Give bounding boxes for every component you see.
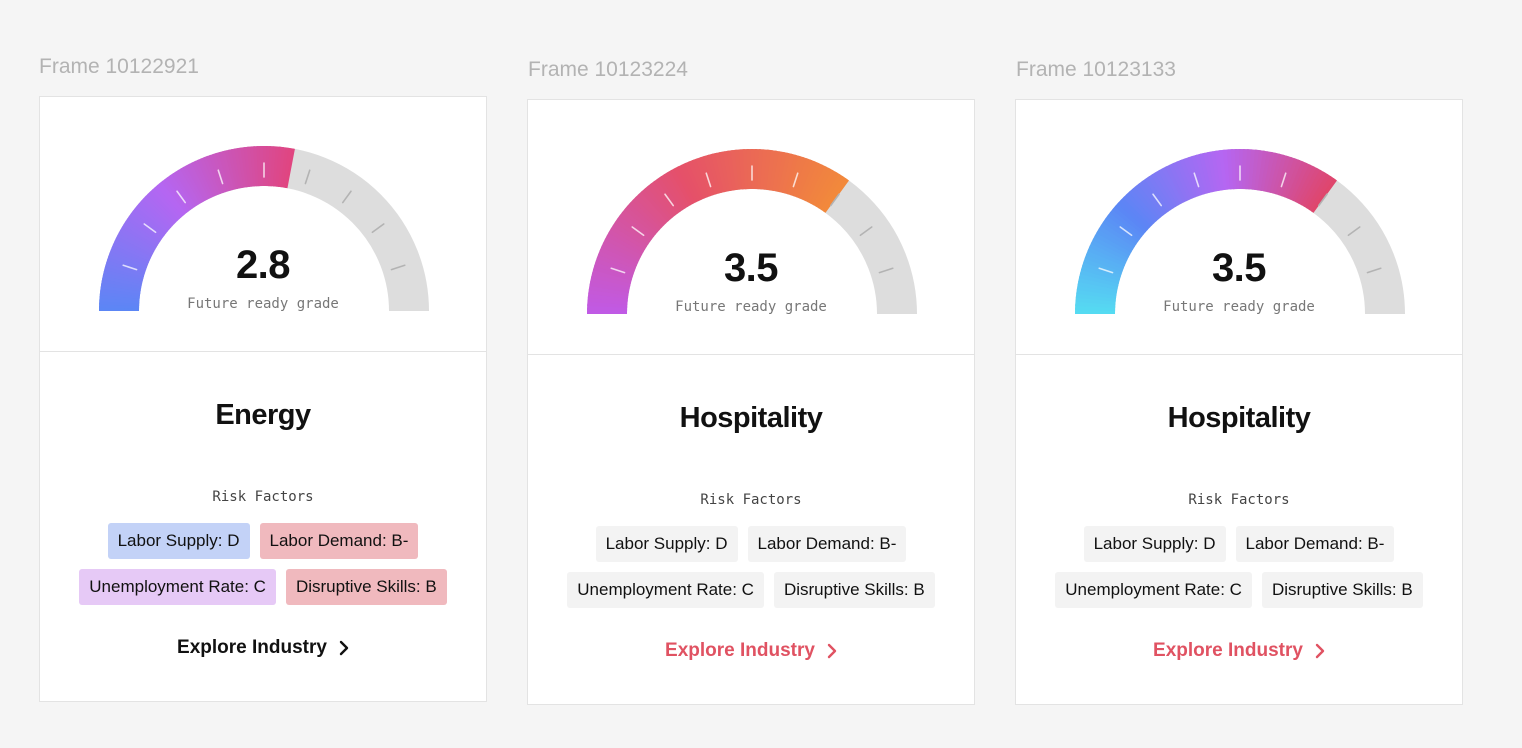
- gauge-panel: 3.5 Future ready grade: [1016, 100, 1462, 355]
- chip-labor-supply: Labor Supply: D: [107, 523, 250, 559]
- frame-label-1: Frame 10122921: [39, 55, 199, 78]
- grade-caption: Future ready grade: [1163, 299, 1315, 315]
- explore-industry-link[interactable]: Explore Industry: [40, 637, 486, 659]
- risk-chips-row-1: Labor Supply: D Labor Demand: B-: [528, 526, 974, 562]
- gauge-tick: [1193, 172, 1200, 188]
- risk-chips-row-2: Unemployment Rate: C Disruptive Skills: …: [40, 569, 486, 605]
- chevron-right-icon: [1315, 643, 1325, 659]
- chip-labor-supply: Labor Supply: D: [595, 526, 738, 562]
- industry-card-energy: 2.8 Future ready grade Energy Risk Facto…: [39, 96, 487, 702]
- gauge-tick: [390, 264, 406, 271]
- industry-card-hospitality: 3.5 Future ready grade Hospitality Risk …: [527, 99, 975, 705]
- gauge-tick: [304, 169, 311, 185]
- risk-chips-row-2: Unemployment Rate: C Disruptive Skills: …: [528, 572, 974, 608]
- risk-chips-row-1: Labor Supply: D Labor Demand: B-: [1016, 526, 1462, 562]
- explore-industry-label: Explore Industry: [177, 637, 327, 658]
- risk-chips-row-2: Unemployment Rate: C Disruptive Skills: …: [1016, 572, 1462, 608]
- explore-industry-label: Explore Industry: [665, 640, 815, 661]
- chip-labor-supply: Labor Supply: D: [1083, 526, 1226, 562]
- gauge-panel: 3.5 Future ready grade: [528, 100, 974, 355]
- risk-factors-title: Risk Factors: [1188, 492, 1290, 508]
- gauge-tick: [878, 267, 894, 274]
- gauge-tick: [859, 226, 873, 237]
- grade-gauge: [1075, 149, 1405, 315]
- industry-card-hospitality-alt: 3.5 Future ready grade Hospitality Risk …: [1015, 99, 1463, 705]
- chip-labor-demand: Labor Demand: B-: [1235, 526, 1395, 562]
- gauge-tick: [1347, 226, 1361, 237]
- industry-title: Hospitality: [1167, 402, 1311, 434]
- grade-value: 2.8: [235, 243, 291, 287]
- gauge-tick: [610, 267, 626, 274]
- gauge-tick: [631, 226, 645, 237]
- chip-labor-demand: Labor Demand: B-: [259, 523, 419, 559]
- explore-industry-link[interactable]: Explore Industry: [1016, 640, 1462, 662]
- grade-caption: Future ready grade: [675, 299, 827, 315]
- frame-label-2: Frame 10123224: [528, 58, 688, 81]
- gauge-tick: [341, 190, 352, 204]
- gauge-fill: [99, 146, 295, 312]
- gauge-tick: [217, 169, 224, 185]
- grade-value: 3.5: [1211, 246, 1267, 290]
- chip-unemployment-rate: Unemployment Rate: C: [567, 572, 764, 608]
- chip-disruptive-skills: Disruptive Skills: B: [773, 572, 935, 608]
- gauge-tick: [1152, 193, 1163, 207]
- gauge-tick: [176, 190, 187, 204]
- gauge-tick: [664, 193, 675, 207]
- frame-label-3: Frame 10123133: [1016, 58, 1176, 81]
- gauge-fill: [587, 149, 849, 315]
- grade-gauge: [587, 149, 917, 315]
- gauge-tick: [1098, 267, 1114, 274]
- chip-unemployment-rate: Unemployment Rate: C: [79, 569, 276, 605]
- risk-factors-title: Risk Factors: [700, 492, 802, 508]
- chip-disruptive-skills: Disruptive Skills: B: [285, 569, 447, 605]
- gauge-fill-segment: [284, 148, 295, 189]
- gauge-tick: [829, 193, 840, 207]
- grade-caption: Future ready grade: [187, 296, 339, 312]
- gauge-tick: [371, 223, 385, 234]
- gauge-tick: [792, 172, 799, 188]
- chevron-right-icon: [827, 643, 837, 659]
- explore-industry-label: Explore Industry: [1153, 640, 1303, 661]
- gauge-tick: [1119, 226, 1133, 237]
- chip-labor-demand: Labor Demand: B-: [747, 526, 907, 562]
- gauge-tick: [705, 172, 712, 188]
- gauge-tick: [143, 223, 157, 234]
- gauge-tick: [1366, 267, 1382, 274]
- risk-factors-title: Risk Factors: [212, 489, 314, 505]
- gauge-fill: [1075, 149, 1337, 315]
- gauge-tick: [1280, 172, 1287, 188]
- grade-value: 3.5: [723, 246, 779, 290]
- gauge-tick: [1317, 193, 1328, 207]
- risk-chips-row-1: Labor Supply: D Labor Demand: B-: [40, 523, 486, 559]
- chip-disruptive-skills: Disruptive Skills: B: [1261, 572, 1423, 608]
- chevron-right-icon: [339, 640, 349, 656]
- gauge-panel: 2.8 Future ready grade: [40, 97, 486, 352]
- industry-title: Hospitality: [679, 402, 823, 434]
- chip-unemployment-rate: Unemployment Rate: C: [1055, 572, 1252, 608]
- explore-industry-link[interactable]: Explore Industry: [528, 640, 974, 662]
- grade-gauge: [99, 146, 429, 312]
- gauge-tick: [122, 264, 138, 271]
- industry-title: Energy: [215, 399, 311, 431]
